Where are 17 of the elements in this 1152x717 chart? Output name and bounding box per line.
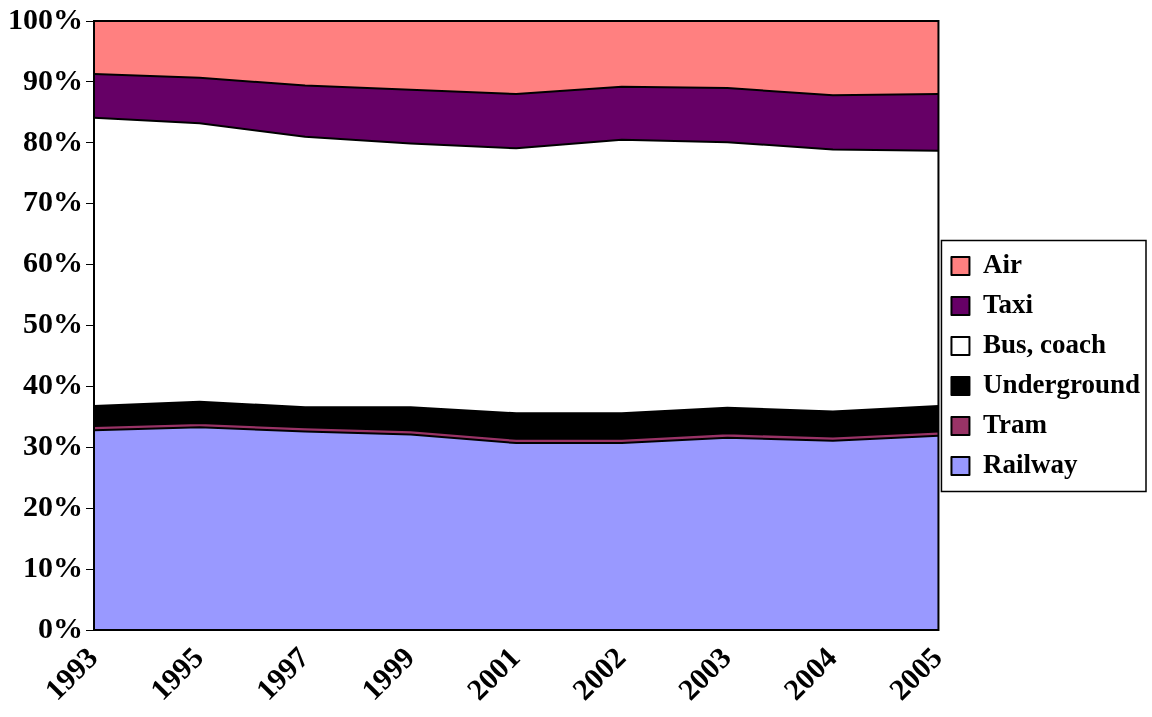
y-tick-label: 100% <box>8 1 83 35</box>
legend-label: Underground <box>982 368 1140 399</box>
y-tick-label: 10% <box>23 549 83 583</box>
y-tick-label: 70% <box>23 184 83 218</box>
y-tick-label: 50% <box>23 306 83 340</box>
y-tick-label: 30% <box>23 428 83 462</box>
legend-label: Railway <box>982 448 1078 479</box>
legend-label: Tram <box>982 408 1048 439</box>
y-tick-label: 90% <box>23 62 83 96</box>
legend-label: Bus, coach <box>982 328 1106 359</box>
y-tick-label: 60% <box>23 245 83 279</box>
y-tick-label: 80% <box>23 123 83 157</box>
y-tick-label: 0% <box>38 610 83 644</box>
legend-label: Air <box>982 248 1022 279</box>
y-tick-label: 40% <box>23 367 83 401</box>
y-tick-label: 20% <box>23 489 83 523</box>
legend-label: Taxi <box>982 288 1034 319</box>
